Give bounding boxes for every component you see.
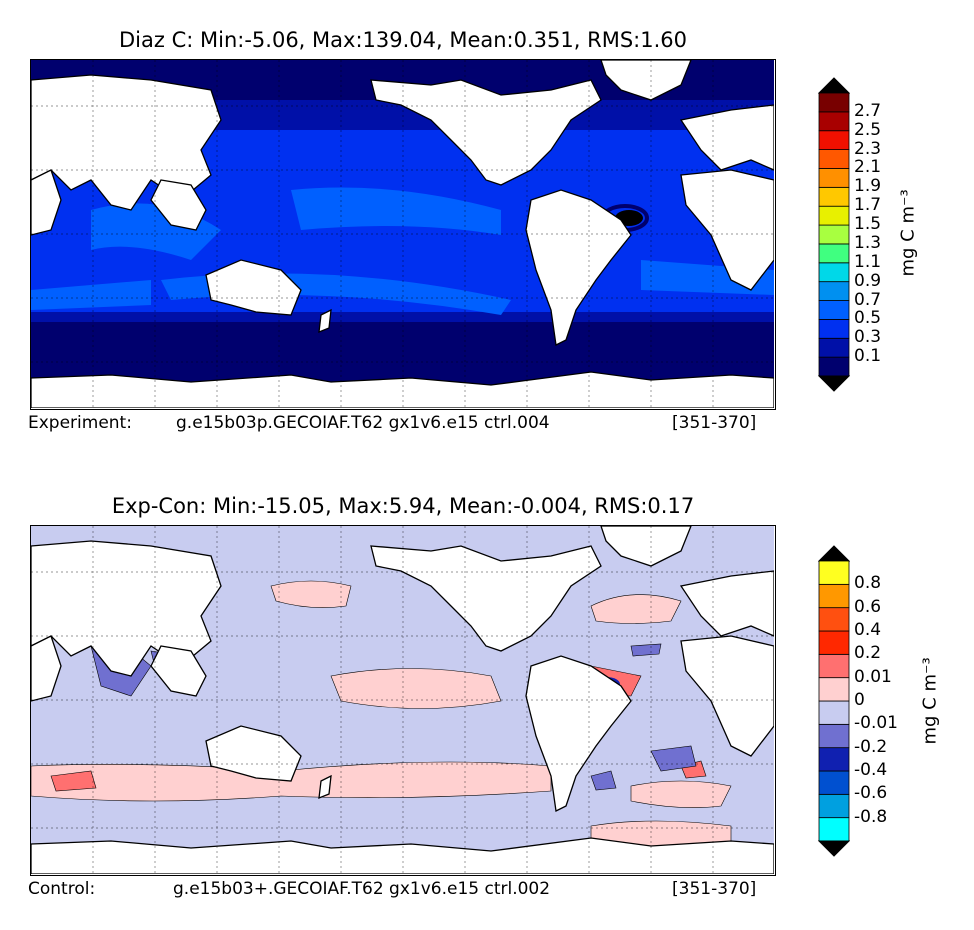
bottom-colorbar-swatch xyxy=(818,583,850,609)
bottom-colorbar-tick-label: 0.01 xyxy=(854,666,892,687)
bottom-colorbar-arrow-high xyxy=(818,545,850,562)
bottom-colorbar-svg xyxy=(818,545,850,857)
top-colorbar-swatch xyxy=(818,318,850,339)
top-colorbar-swatch xyxy=(818,262,850,283)
top-colorbar-tick-label: 0.3 xyxy=(854,327,882,348)
top-colorbar-tick-label: 0.5 xyxy=(854,308,882,329)
top-colorbar-tick-label: 1.3 xyxy=(854,232,882,253)
top-map-field xyxy=(31,60,774,408)
top-colorbar-swatch xyxy=(818,186,850,207)
bottom-colorbar-unit: mg C m⁻³ xyxy=(919,657,941,745)
top-colorbar-unit: mg C m⁻³ xyxy=(897,189,919,277)
top-colorbar-swatch xyxy=(818,300,850,320)
bottom-footer-label: Control: xyxy=(28,879,96,899)
top-colorbar-swatch xyxy=(818,168,850,188)
top-map xyxy=(30,59,776,410)
top-colorbar-tick-label: 1.5 xyxy=(854,214,882,235)
bottom-colorbar-tick-label: 0.2 xyxy=(854,643,882,664)
bottom-colorbar-tick-label: -0.2 xyxy=(854,736,888,757)
top-colorbar-swatch xyxy=(818,224,850,245)
top-colorbar-swatch xyxy=(818,149,850,169)
bottom-colorbar-swatch xyxy=(818,770,850,795)
bottom-colorbar-tick-label: -0.8 xyxy=(854,806,888,827)
bottom-colorbar-swatch xyxy=(818,653,850,679)
bottom-colorbar-tick-label: 0.4 xyxy=(854,620,882,640)
top-colorbar-tick-label: 0.1 xyxy=(854,346,882,367)
top-colorbar-swatch xyxy=(818,243,850,264)
bottom-footer-case: g.e15b03+.GECOIAF.T62 gx1v6.e15 ctrl.002 xyxy=(173,879,551,899)
bottom-colorbar-tick-label: 0 xyxy=(854,690,865,710)
top-colorbar-swatch xyxy=(818,111,850,132)
top-footer-case: g.e15b03p.GECOIAF.T62 gx1v6.e15 ctrl.004 xyxy=(176,413,550,433)
bottom-colorbar-swatch xyxy=(818,817,850,842)
top-colorbar-swatch xyxy=(818,356,850,377)
top-colorbar-tick-label: 0.9 xyxy=(854,270,882,291)
bottom-colorbar: -0.8 -0.6 -0.4 -0.2 -0.01 0 0.01 0.2 0.4 0.6 0.8 xyxy=(818,545,898,857)
top-colorbar-arrow-high xyxy=(818,77,850,94)
bottom-colorbar-swatch xyxy=(818,630,850,655)
top-footer-label: Experiment: xyxy=(28,413,132,433)
top-colorbar-tick-label: 2.1 xyxy=(854,157,882,178)
bottom-map-field xyxy=(31,526,774,874)
top-footer-years: [351-370] xyxy=(672,413,757,433)
top-colorbar-arrow-low xyxy=(818,375,850,392)
top-colorbar-swatch xyxy=(818,205,850,226)
bottom-colorbar-tick-label: -0.01 xyxy=(854,713,898,734)
top-map-title: Diaz C: Min:-5.06, Max:139.04, Mean:0.35… xyxy=(119,28,687,52)
top-colorbar: 0.1 0.3 0.5 0.7 0.9 1.1 1.3 1.5 1.7 1.9 2.1 2.3 2.5 2… xyxy=(818,77,898,392)
top-colorbar-tick-label: 0.7 xyxy=(854,289,882,310)
bottom-footer-years: [351-370] xyxy=(672,879,757,899)
bottom-colorbar-tick-label: -0.4 xyxy=(854,760,888,780)
bottom-colorbar-arrow-low xyxy=(818,840,850,857)
top-colorbar-swatch xyxy=(818,281,850,301)
top-colorbar-tick-label: 1.9 xyxy=(854,176,882,197)
bottom-colorbar-swatch xyxy=(818,607,850,632)
top-colorbar-swatch xyxy=(818,337,850,358)
top-colorbar-tick-label: 1.7 xyxy=(854,195,882,216)
bottom-colorbar-swatch xyxy=(818,700,850,725)
top-colorbar-svg xyxy=(818,77,850,392)
top-colorbar-tick-label: 1.1 xyxy=(854,251,882,272)
bottom-colorbar-swatch xyxy=(818,677,850,702)
bottom-colorbar-swatch xyxy=(818,747,850,772)
bottom-colorbar-swatch xyxy=(818,723,850,749)
top-colorbar-tick-label: 2.5 xyxy=(854,119,882,140)
bottom-colorbar-swatch xyxy=(818,793,850,819)
top-colorbar-tick-label: 2.7 xyxy=(854,100,882,121)
top-colorbar-swatch xyxy=(818,92,850,113)
bottom-map-title: Exp-Con: Min:-15.05, Max:5.94, Mean:-0.0… xyxy=(111,494,695,518)
bottom-colorbar-tick-label: -0.6 xyxy=(854,783,888,804)
top-colorbar-tick-label: 2.3 xyxy=(854,138,882,159)
bottom-map xyxy=(30,525,776,876)
bottom-colorbar-tick-label: 0.8 xyxy=(854,573,882,594)
top-colorbar-swatch xyxy=(818,130,850,151)
bottom-colorbar-swatch xyxy=(818,560,850,585)
bottom-colorbar-tick-label: 0.6 xyxy=(854,596,882,617)
